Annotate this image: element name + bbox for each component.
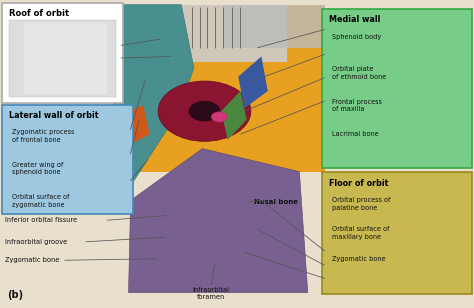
Text: (b): (b)	[7, 290, 23, 300]
FancyBboxPatch shape	[2, 3, 123, 103]
FancyBboxPatch shape	[156, 5, 287, 62]
Text: Nasal bone: Nasal bone	[254, 199, 298, 205]
Circle shape	[158, 81, 251, 141]
Text: Roof of orbit: Roof of orbit	[9, 9, 70, 18]
FancyBboxPatch shape	[114, 5, 325, 172]
Polygon shape	[221, 91, 246, 140]
FancyBboxPatch shape	[322, 172, 472, 294]
FancyBboxPatch shape	[322, 9, 472, 168]
Text: Orbital surface of
maxillary bone: Orbital surface of maxillary bone	[332, 226, 389, 240]
FancyBboxPatch shape	[24, 23, 107, 94]
Text: Floor of orbit: Floor of orbit	[329, 179, 389, 188]
Text: Frontal process
of maxilla: Frontal process of maxilla	[332, 99, 382, 112]
Text: Inferior orbital fissure: Inferior orbital fissure	[5, 217, 77, 223]
Text: Zygomatic process
of frontal bone: Zygomatic process of frontal bone	[12, 129, 74, 143]
Polygon shape	[128, 148, 308, 293]
FancyBboxPatch shape	[2, 105, 133, 214]
FancyBboxPatch shape	[114, 5, 325, 293]
Text: Greater wing of
sphenoid bone: Greater wing of sphenoid bone	[12, 162, 63, 175]
Polygon shape	[114, 5, 194, 212]
Text: Lateral wall of orbit: Lateral wall of orbit	[9, 111, 99, 120]
Text: Lacrimal bone: Lacrimal bone	[332, 131, 378, 137]
Circle shape	[211, 112, 227, 122]
Text: Infraorbital groove: Infraorbital groove	[5, 239, 67, 245]
Text: Orbital plate
of ethmoid bone: Orbital plate of ethmoid bone	[332, 66, 386, 80]
FancyBboxPatch shape	[9, 20, 116, 97]
Polygon shape	[238, 56, 268, 108]
Text: Zygomatic bone: Zygomatic bone	[332, 256, 385, 261]
FancyBboxPatch shape	[223, 5, 325, 48]
Text: Infraorbital
foramen: Infraorbital foramen	[192, 287, 229, 300]
Text: Zygomatic bone: Zygomatic bone	[5, 257, 59, 263]
Polygon shape	[116, 105, 150, 148]
Text: Orbital process of
palatine bone: Orbital process of palatine bone	[332, 197, 390, 211]
Text: Orbital surface of
zygomatic bone: Orbital surface of zygomatic bone	[12, 194, 69, 208]
Circle shape	[189, 101, 220, 121]
Text: Sphenoid body: Sphenoid body	[332, 34, 381, 40]
Text: Medial wall: Medial wall	[329, 15, 381, 24]
